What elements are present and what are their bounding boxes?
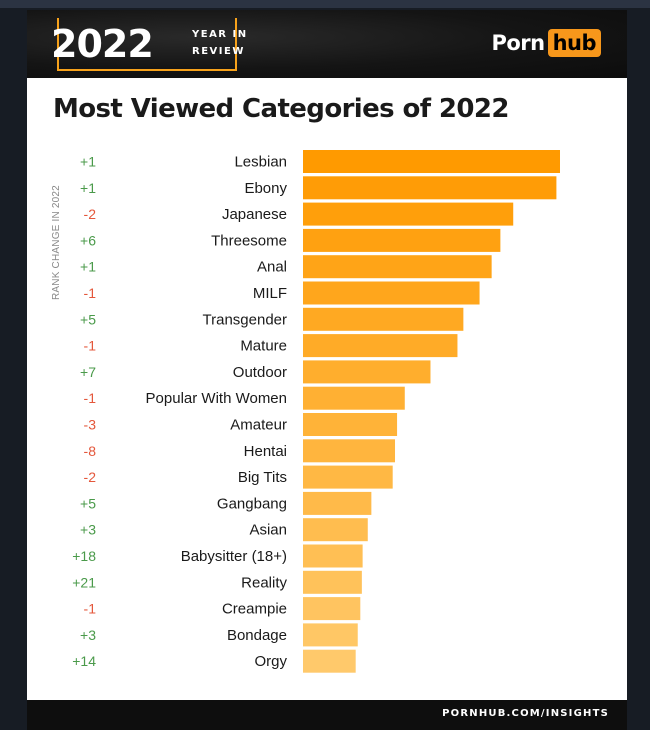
rank-change-label: +21 [72, 574, 96, 590]
bar-bondage [303, 623, 358, 647]
category-label: Bondage [227, 627, 287, 644]
rank-change-label: +1 [80, 259, 96, 275]
rank-change-label: +5 [80, 495, 96, 511]
category-label: Threesome [211, 232, 287, 249]
window-top-strip [0, 0, 650, 8]
badge-line-1: YEAR IN [192, 29, 248, 40]
badge-line-2: REVIEW [192, 46, 245, 57]
bar-big-tits [303, 465, 393, 489]
category-label: Lesbian [234, 154, 287, 171]
category-label: Babysitter (18+) [181, 548, 287, 565]
bar-popular-with-women [303, 386, 405, 410]
rank-change-label: +6 [80, 232, 96, 248]
logo-text-part1: Porn [491, 31, 545, 55]
category-label: Hentai [244, 443, 287, 460]
rank-change-label: -1 [84, 285, 97, 301]
bar-asian [303, 518, 368, 542]
chart-title: Most Viewed Categories of 2022 [53, 94, 509, 124]
rank-change-label: +7 [80, 364, 96, 380]
bar-hentai [303, 439, 396, 463]
bar-reality [303, 570, 362, 594]
category-label: Anal [257, 259, 287, 276]
bar-milf [303, 281, 480, 305]
rank-change-label: +3 [80, 627, 96, 643]
bar-gangbang [303, 491, 372, 515]
bar-transgender [303, 307, 464, 331]
bar-amateur [303, 413, 398, 436]
footer-url: PORNHUB.COM/INSIGHTS [442, 708, 609, 719]
category-label: Mature [240, 338, 287, 355]
footer-bar: PORNHUB.COM/INSIGHTS [27, 700, 627, 730]
category-label: Reality [241, 574, 287, 591]
category-label: Japanese [222, 206, 287, 223]
bar-babysitter-18 [303, 544, 363, 568]
bar-mature [303, 334, 458, 358]
rank-change-label: +3 [80, 522, 96, 538]
bar-creampie [303, 597, 361, 621]
category-label: Transgender [203, 311, 288, 328]
category-label: Amateur [230, 417, 287, 434]
category-label: Orgy [254, 653, 287, 670]
bar-chart: Lesbian +1 Ebony +1 Japanese -2 Threesome +6 Ana… [72, 150, 560, 673]
bar-ebony [303, 176, 557, 200]
bar-japanese [303, 202, 514, 226]
rank-change-label: -3 [84, 417, 97, 433]
rank-change-label: -1 [84, 390, 97, 406]
rank-change-label: +18 [72, 548, 96, 564]
category-label: Creampie [222, 601, 287, 618]
logo-text-part2: hub [547, 29, 601, 57]
card-header: 2022 YEAR IN REVIEW Porn hub [27, 10, 627, 78]
rank-change-label: -8 [84, 443, 97, 459]
rank-change-label: +1 [80, 154, 96, 170]
category-label: Gangbang [217, 495, 287, 512]
bar-anal [303, 255, 492, 279]
rank-change-label: -2 [84, 206, 97, 222]
rank-change-label: +1 [80, 180, 96, 196]
category-label: Outdoor [233, 364, 287, 381]
rank-change-label: -2 [84, 469, 97, 485]
bar-orgy [303, 649, 356, 673]
brand-logo: Porn hub [491, 27, 601, 59]
year-in-review-badge [57, 18, 237, 71]
rank-change-label: -1 [84, 601, 97, 617]
infographic-card: 2022 YEAR IN REVIEW Porn hub Most Viewed… [27, 10, 627, 730]
bar-lesbian [303, 150, 560, 173]
badge-year: 2022 [51, 22, 154, 66]
category-label: Popular With Women [146, 390, 287, 407]
category-label: Big Tits [238, 469, 287, 486]
rank-change-label: +5 [80, 311, 96, 327]
bar-threesome [303, 228, 501, 252]
rank-change-label: -1 [84, 338, 97, 354]
rank-change-label: +14 [72, 653, 96, 669]
category-label: Ebony [244, 180, 287, 197]
category-label: Asian [249, 522, 287, 539]
bar-outdoor [303, 360, 431, 384]
category-label: MILF [253, 285, 287, 302]
